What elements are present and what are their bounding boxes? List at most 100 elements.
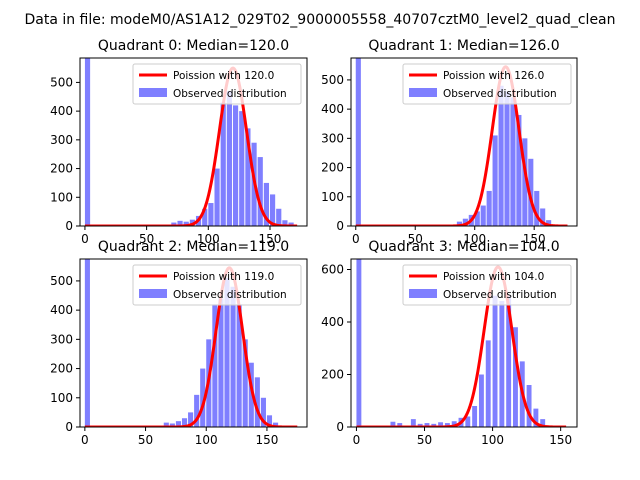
quadrant-3-histogram-bar — [444, 423, 450, 427]
quadrant-1-histogram-bar — [528, 158, 534, 226]
quadrant-2-histogram-bar — [254, 377, 260, 427]
quadrant-0-histogram-bar — [282, 220, 288, 226]
quadrant-1-x-tick-label: 50 — [408, 232, 423, 246]
quadrant-2-histogram-bar — [230, 286, 236, 427]
quadrant-2-legend-observed-label: Observed distribution — [173, 289, 287, 301]
quadrant-2-histogram-bar — [200, 368, 206, 427]
quadrant-3-histogram-bar — [513, 327, 518, 427]
quadrant-1-legend: Poission with 126.0 Observed distribution — [402, 63, 572, 105]
quadrant-2-histogram-bar — [242, 339, 248, 427]
quadrant-0-y-tick-label: 500 — [50, 75, 73, 89]
quadrant-1-histogram-bar — [504, 91, 510, 226]
quadrant-2-histogram-bar — [163, 422, 169, 427]
quadrant-0-y-tick-label: 400 — [50, 104, 73, 118]
quadrant-1-histogram-bar — [546, 220, 552, 226]
quadrant-1-histogram-bar — [456, 221, 462, 226]
quadrant-3-histogram-bar — [356, 259, 362, 427]
quadrant-1-x-tick-label: 100 — [463, 232, 486, 246]
quadrant-3-histogram-bar — [526, 385, 532, 427]
quadrant-1-x-tick-label: 150 — [523, 232, 546, 246]
quadrant-2-poisson-curve — [84, 266, 298, 427]
quadrant-2-histogram-bar — [188, 412, 194, 427]
quadrant-0-x-tick-label: 0 — [81, 232, 89, 246]
quadrant-3-legend: Poission with 104.0 Observed distribution — [402, 264, 572, 306]
quadrant-3-y-tick-label: 0 — [336, 420, 344, 434]
quadrant-3-histogram-bar — [478, 374, 484, 427]
quadrant-3-histogram-bar — [431, 423, 437, 427]
quadrant-3-histogram-bar — [451, 421, 457, 427]
quadrant-3-histogram-bar — [438, 422, 444, 427]
quadrant-3-histogram-bar — [465, 416, 471, 427]
quadrant-1-histogram-bar — [510, 97, 516, 226]
quadrant-0-histogram-bar — [214, 168, 220, 226]
quadrant-3-y-tick-label: 400 — [321, 315, 344, 329]
quadrant-1-y-tick-label: 300 — [321, 131, 344, 145]
quadrant-3-histogram-bar — [506, 295, 512, 427]
quadrant-0-legend-box — [132, 63, 302, 105]
quadrant-1-histogram-bar — [474, 211, 480, 226]
quadrant-0-x-tick-label: 100 — [197, 232, 220, 246]
quadrant-1-legend-poisson-label: Poission with 126.0 — [443, 70, 544, 82]
quadrant-1-histogram-bar — [498, 85, 504, 226]
quadrant-0-legend-observed-label: Observed distribution — [173, 88, 287, 100]
quadrant-0-legend-poisson-label: Poission with 120.0 — [173, 70, 274, 82]
quadrant-3-legend-observed-swatch — [409, 289, 437, 298]
quadrant-3-y-tick-label: 200 — [321, 368, 344, 382]
quadrant-0-x-tick-label: 50 — [139, 232, 154, 246]
quadrant-3-axes-frame — [350, 258, 578, 428]
quadrant-3-x-tick-label: 50 — [417, 433, 432, 447]
quadrant-1-y-tick-label: 0 — [336, 219, 344, 233]
quadrant-3-histogram-bar — [424, 423, 430, 427]
quadrant-0-axes-frame — [79, 57, 308, 227]
quadrant-0-histogram-bar — [220, 102, 226, 226]
quadrant-0-histogram-bar — [202, 208, 208, 226]
quadrant-2-histogram-bar — [218, 298, 224, 427]
quadrant-2-histogram-bar — [248, 362, 254, 427]
quadrant-0-x-tick-label: 150 — [259, 232, 282, 246]
quadrant-2-histogram-bar — [266, 415, 273, 427]
quadrant-2-legend-box — [132, 264, 302, 306]
quadrant-1-histogram-bar — [462, 218, 468, 226]
figure-title: Data in file: modeM0/AS1A12_029T02_90000… — [24, 12, 615, 28]
quadrant-1-legend-observed-swatch — [409, 88, 437, 97]
quadrant-3-x-tick-label: 150 — [549, 433, 572, 447]
quadrant-1-plot-area — [355, 58, 569, 226]
quadrant-0-y-tick-label: 200 — [50, 162, 73, 176]
quadrant-1-y-tick-label: 400 — [321, 102, 344, 116]
quadrant-0-histogram-bar — [263, 182, 270, 226]
quadrant-1-chart: Quadrant 1: Median=126.0 0 50 100 150 0 100 200… — [321, 38, 578, 246]
quadrant-0-y-tick-label: 300 — [50, 133, 73, 147]
quadrant-2-y-tick-label: 100 — [50, 391, 73, 405]
quadrant-1-histogram-bar — [355, 58, 361, 226]
quadrant-2-plot-area — [84, 259, 298, 427]
quadrant-1-y-tick-label: 200 — [321, 161, 344, 175]
quadrant-0-histogram-bar — [232, 105, 239, 226]
quadrant-0-plot-area — [84, 58, 298, 226]
quadrant-2-histogram-bar — [84, 259, 90, 427]
quadrant-2-histogram-bar — [260, 397, 266, 427]
quadrant-2-histogram-bar — [224, 277, 230, 427]
quadrant-2-histogram-bar — [169, 423, 175, 427]
quadrant-2-y-tick-label: 300 — [50, 332, 73, 346]
quadrant-0-legend-observed-swatch — [139, 88, 167, 97]
quadrant-0-histogram-bar — [239, 111, 245, 226]
quadrant-3-histogram-bar — [499, 301, 505, 427]
quadrant-3-histogram-bar — [417, 423, 423, 427]
quadrant-1-histogram-bar — [534, 190, 540, 226]
quadrant-0-histogram-bar — [183, 221, 189, 226]
quadrant-2-histogram-bar — [273, 422, 279, 427]
quadrant-2-y-tick-label: 500 — [50, 274, 73, 288]
quadrant-1-histogram-bar — [522, 138, 528, 226]
quadrant-1-title: Quadrant 1: Median=126.0 — [368, 38, 559, 54]
quadrant-0-histogram-bar — [288, 222, 294, 226]
quadrant-3-histogram-bar — [397, 423, 403, 427]
quadrant-0-poisson-curve — [84, 66, 298, 226]
quadrant-2-histogram-bar — [212, 304, 218, 427]
quadrant-2-histogram-bar — [236, 304, 242, 427]
quadrant-2-chart: Quadrant 2: Median=119.0 0 50 100 150 0 100 200… — [50, 239, 308, 447]
quadrant-3-plot-area — [355, 259, 567, 427]
quadrant-2-legend: Poission with 119.0 Observed distribution — [132, 264, 302, 306]
quadrant-3-histogram-bar — [540, 419, 546, 427]
quadrant-3-x-tick-label: 100 — [481, 433, 504, 447]
